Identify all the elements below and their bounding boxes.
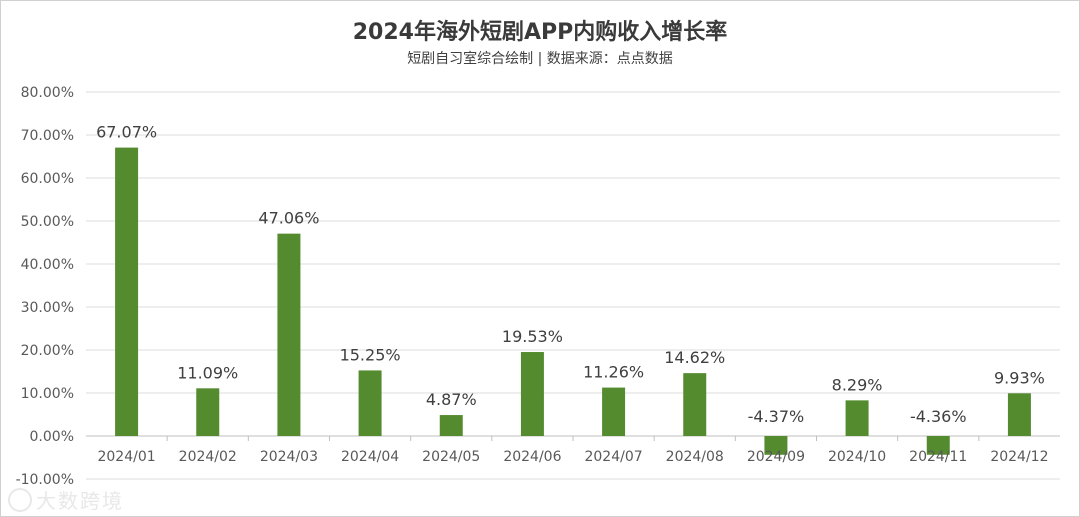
data-label: 4.87% bbox=[426, 390, 477, 409]
watermark-logo-icon bbox=[8, 488, 32, 512]
bar bbox=[196, 388, 220, 436]
x-tick-label: 2024/01 bbox=[97, 449, 155, 465]
bar bbox=[683, 373, 707, 436]
y-tick-label: 50.00% bbox=[21, 214, 74, 230]
x-tick-label: 2024/07 bbox=[584, 449, 642, 465]
x-tick-label: 2024/12 bbox=[990, 449, 1048, 465]
data-label: 15.25% bbox=[340, 345, 401, 364]
chart-subtitle: 短剧自习室综合绘制 | 数据来源：点点数据 bbox=[407, 51, 673, 67]
y-tick-label: -10.00% bbox=[16, 472, 74, 488]
y-tick-label: 20.00% bbox=[21, 343, 74, 359]
bar bbox=[602, 387, 626, 436]
data-label: 11.09% bbox=[177, 363, 238, 382]
y-tick-label: 10.00% bbox=[21, 386, 74, 402]
x-tick-label: 2024/11 bbox=[909, 449, 967, 465]
bar bbox=[1007, 393, 1031, 436]
data-label: 67.07% bbox=[96, 123, 157, 142]
y-tick-label: 60.00% bbox=[21, 171, 74, 187]
bars bbox=[115, 147, 1031, 455]
data-label: 14.62% bbox=[664, 348, 725, 367]
data-label: 47.06% bbox=[258, 209, 319, 228]
x-tick-label: 2024/09 bbox=[747, 449, 805, 465]
data-label: 19.53% bbox=[502, 327, 563, 346]
bar bbox=[520, 352, 544, 436]
bar bbox=[439, 415, 463, 436]
y-tick-label: 30.00% bbox=[21, 300, 74, 316]
x-tick-label: 2024/05 bbox=[422, 449, 480, 465]
bar bbox=[358, 370, 382, 436]
data-labels: 67.07% 11.09% 47.06% 15.25% 4.87% 19.53% 11.26… bbox=[96, 123, 1045, 426]
watermark-text: 大数跨境 bbox=[36, 489, 124, 513]
data-label: -4.37% bbox=[748, 407, 805, 426]
chart-title: 2024年海外短剧APP内购收入增长率 bbox=[352, 20, 728, 45]
bar bbox=[764, 436, 788, 455]
y-axis: -10.00% 0.00% 10.00% 20.00% 30.00% 40.00% 50.0… bbox=[16, 85, 74, 488]
x-tick-label: 2024/02 bbox=[179, 449, 237, 465]
bar bbox=[115, 147, 139, 436]
data-label: 9.93% bbox=[994, 368, 1045, 387]
x-tick-label: 2024/06 bbox=[503, 449, 561, 465]
y-tick-label: 0.00% bbox=[30, 429, 74, 445]
bar bbox=[845, 400, 869, 436]
bar bbox=[277, 233, 301, 436]
watermark: 大数跨境 bbox=[8, 485, 124, 514]
x-tick-label: 2024/10 bbox=[828, 449, 886, 465]
x-axis: 2024/01 2024/02 2024/03 2024/04 2024/05 2024/… bbox=[97, 436, 1049, 465]
data-label: 8.29% bbox=[832, 375, 883, 394]
data-label: -4.36% bbox=[910, 407, 967, 426]
bar bbox=[926, 436, 950, 455]
x-tick-label: 2024/04 bbox=[341, 449, 399, 465]
data-label: 11.26% bbox=[583, 363, 644, 382]
y-tick-label: 80.00% bbox=[21, 85, 74, 101]
y-tick-label: 70.00% bbox=[21, 128, 74, 144]
x-tick-label: 2024/08 bbox=[666, 449, 724, 465]
y-tick-label: 40.00% bbox=[21, 257, 74, 273]
x-tick-label: 2024/03 bbox=[260, 449, 318, 465]
